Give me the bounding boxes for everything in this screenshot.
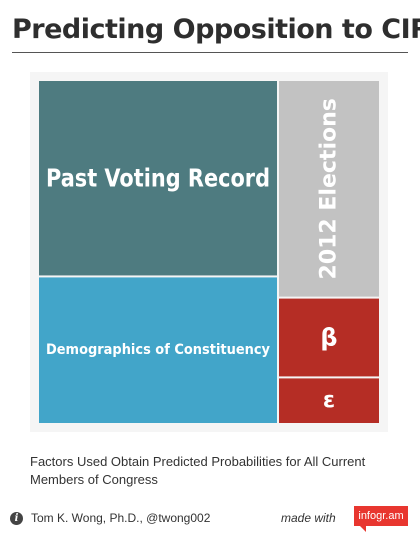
page-title: Predicting Opposition to CIR [12, 14, 420, 45]
title-divider [12, 52, 408, 53]
treemap-label-4: β [320, 324, 337, 352]
brand-badge-tail [360, 526, 366, 532]
treemap-chart: Past Voting Record Demographics of Consti… [39, 81, 379, 423]
treemap-label-3: 2012 Elections [317, 98, 342, 279]
brand-badge[interactable]: infogr.am [354, 506, 408, 532]
brand-badge-background [354, 506, 408, 526]
chart-caption: Factors Used Obtain Predicted Probabilit… [30, 454, 366, 487]
author-text: Tom K. Wong, Ph.D., @twong002 [31, 511, 211, 525]
treemap-tile-1[interactable] [39, 81, 277, 276]
treemap-tile-2[interactable] [39, 277, 277, 423]
treemap-tile-4[interactable] [279, 298, 379, 377]
treemap-label-1: Past Voting Record [46, 164, 270, 193]
treemap-panel: Past Voting Record Demographics of Consti… [30, 72, 388, 432]
treemap-tile-5[interactable] [279, 378, 379, 423]
treemap-label-5: ε [323, 388, 335, 413]
treemap-tile-3[interactable] [279, 81, 379, 297]
brand-name: infogr.am [358, 510, 404, 522]
treemap-label-2: Demographics of Constituency [46, 342, 270, 358]
info-icon[interactable]: i [10, 511, 23, 525]
author-credit[interactable]: i Tom K. Wong, Ph.D., @twong002 [10, 510, 210, 526]
made-with-label: made with [281, 511, 336, 525]
